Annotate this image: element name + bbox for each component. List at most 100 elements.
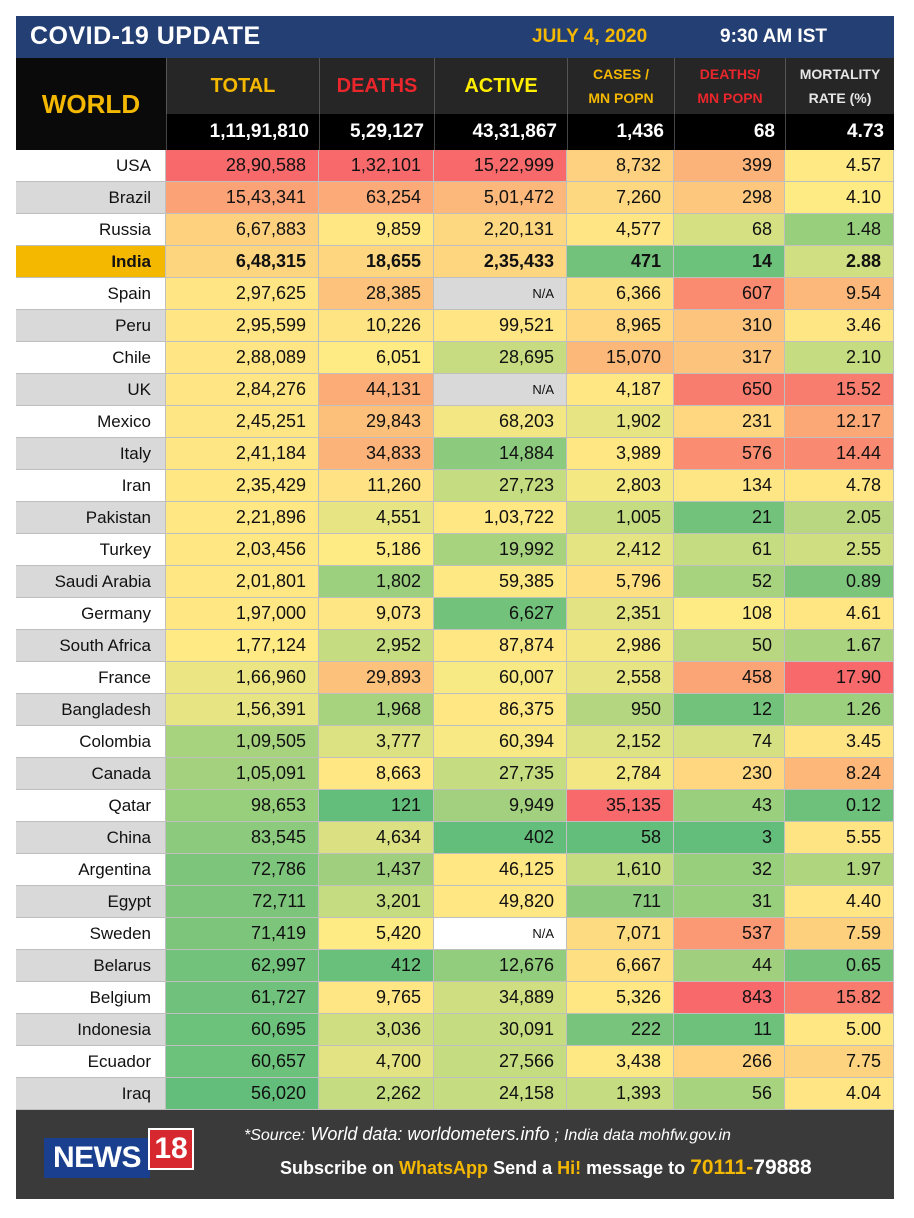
source-sep: ;	[554, 1127, 559, 1144]
cell-cases-mn: 1,902	[567, 406, 674, 438]
world-label: WORLD	[16, 58, 166, 150]
cell-mortality: 2.05	[785, 502, 894, 534]
cell-total: 2,21,896	[166, 502, 319, 534]
table-row: Turkey 2,03,456 5,186 19,992 2,412 61 2.55	[16, 534, 894, 566]
cell-total: 2,97,625	[166, 278, 319, 310]
table-row: France 1,66,960 29,893 60,007 2,558 458 17.90	[16, 662, 894, 694]
cell-cases-mn: 4,187	[567, 374, 674, 406]
table-row: Germany 1,97,000 9,073 6,627 2,351 108 4.61	[16, 598, 894, 630]
cell-active: N/A	[434, 918, 567, 950]
cell-cases-mn: 471	[567, 246, 674, 278]
cell-deaths-mn: 537	[674, 918, 785, 950]
cell-deaths-mn: 458	[674, 662, 785, 694]
table-row: Colombia 1,09,505 3,777 60,394 2,152 74 3.45	[16, 726, 894, 758]
cell-country: Pakistan	[16, 502, 166, 534]
cell-deaths: 44,131	[319, 374, 434, 406]
cell-deaths: 3,201	[319, 886, 434, 918]
cell-cases-mn: 7,260	[567, 182, 674, 214]
cell-deaths-mn: 43	[674, 790, 785, 822]
cell-mortality: 1.67	[785, 630, 894, 662]
page-title: COVID-19 UPDATE	[30, 22, 261, 50]
cell-deaths-mn: 650	[674, 374, 785, 406]
table-row: Qatar 98,653 121 9,949 35,135 43 0.12	[16, 790, 894, 822]
col-header-deaths-mn: DEATHS/ MN POPN	[674, 58, 785, 114]
cell-active: 27,735	[434, 758, 567, 790]
table-row: Spain 2,97,625 28,385 N/A 6,366 607 9.54	[16, 278, 894, 310]
cell-deaths-mn: 231	[674, 406, 785, 438]
table-row: Ecuador 60,657 4,700 27,566 3,438 266 7.75	[16, 1046, 894, 1078]
col-header-active: ACTIVE	[434, 58, 567, 114]
cell-deaths-mn: 298	[674, 182, 785, 214]
cell-deaths: 1,32,101	[319, 150, 434, 182]
table-row: Sweden 71,419 5,420 N/A 7,071 537 7.59	[16, 918, 894, 950]
phone-part-2: 79888	[753, 1156, 812, 1179]
cell-deaths: 6,051	[319, 342, 434, 374]
covid-update-card: COVID-19 UPDATE JULY 4, 2020 9:30 AM IST…	[16, 16, 894, 1199]
cell-deaths: 3,777	[319, 726, 434, 758]
cell-active: 34,889	[434, 982, 567, 1014]
cell-active: 1,03,722	[434, 502, 567, 534]
cell-total: 1,09,505	[166, 726, 319, 758]
cell-mortality: 4.10	[785, 182, 894, 214]
col-header-cases-mn-line2: MN POPN	[588, 90, 654, 106]
cell-deaths: 5,186	[319, 534, 434, 566]
cell-cases-mn: 2,351	[567, 598, 674, 630]
cell-deaths-mn: 317	[674, 342, 785, 374]
cell-country: Mexico	[16, 406, 166, 438]
cell-active: 27,566	[434, 1046, 567, 1078]
cell-mortality: 1.26	[785, 694, 894, 726]
col-header-mortality: MORTALITY RATE (%)	[785, 58, 894, 114]
table-row: India 6,48,315 18,655 2,35,433 471 14 2.88	[16, 246, 894, 278]
cell-active: 19,992	[434, 534, 567, 566]
table-row: Russia 6,67,883 9,859 2,20,131 4,577 68 1.48	[16, 214, 894, 246]
cell-active: 2,35,433	[434, 246, 567, 278]
whatsapp-text: WhatsApp	[399, 1158, 489, 1178]
cell-country: France	[16, 662, 166, 694]
cell-deaths: 10,226	[319, 310, 434, 342]
cell-total: 28,90,588	[166, 150, 319, 182]
cell-active: N/A	[434, 278, 567, 310]
cell-total: 6,67,883	[166, 214, 319, 246]
cell-deaths: 3,036	[319, 1014, 434, 1046]
cell-active: 30,091	[434, 1014, 567, 1046]
cell-deaths: 63,254	[319, 182, 434, 214]
cell-deaths: 9,765	[319, 982, 434, 1014]
cell-country: Iran	[16, 470, 166, 502]
cell-active: 86,375	[434, 694, 567, 726]
logo-news-text: NEWS	[44, 1138, 150, 1178]
cell-deaths-mn: 61	[674, 534, 785, 566]
footer: NEWS 18 *Source: World data: worldometer…	[16, 1110, 894, 1199]
cell-cases-mn: 8,965	[567, 310, 674, 342]
cell-active: 6,627	[434, 598, 567, 630]
cell-cases-mn: 2,986	[567, 630, 674, 662]
cell-country: Russia	[16, 214, 166, 246]
cell-mortality: 4.57	[785, 150, 894, 182]
cell-deaths-mn: 230	[674, 758, 785, 790]
table-row: Argentina 72,786 1,437 46,125 1,610 32 1.97	[16, 854, 894, 886]
cell-deaths: 28,385	[319, 278, 434, 310]
cell-deaths-mn: 399	[674, 150, 785, 182]
cell-cases-mn: 1,393	[567, 1078, 674, 1110]
cell-mortality: 14.44	[785, 438, 894, 470]
table-row: South Africa 1,77,124 2,952 87,874 2,986 50 1.…	[16, 630, 894, 662]
table-row: Iraq 56,020 2,262 24,158 1,393 56 4.04	[16, 1078, 894, 1110]
cell-deaths: 9,073	[319, 598, 434, 630]
cell-total: 1,77,124	[166, 630, 319, 662]
cell-country: Spain	[16, 278, 166, 310]
cell-deaths-mn: 134	[674, 470, 785, 502]
cell-country: Belarus	[16, 950, 166, 982]
cell-total: 1,66,960	[166, 662, 319, 694]
cell-total: 2,88,089	[166, 342, 319, 374]
cell-deaths-mn: 266	[674, 1046, 785, 1078]
cell-active: 5,01,472	[434, 182, 567, 214]
cell-country: Belgium	[16, 982, 166, 1014]
cell-cases-mn: 2,152	[567, 726, 674, 758]
cell-deaths: 11,260	[319, 470, 434, 502]
cell-mortality: 2.55	[785, 534, 894, 566]
cell-deaths-mn: 32	[674, 854, 785, 886]
subscribe-text-3: message to	[586, 1158, 686, 1178]
cell-cases-mn: 2,784	[567, 758, 674, 790]
col-header-cases-mn: CASES / MN POPN	[567, 58, 674, 114]
table-row: China 83,545 4,634 402 58 3 5.55	[16, 822, 894, 854]
col-header-deaths-mn-line1: DEATHS/	[699, 66, 761, 82]
